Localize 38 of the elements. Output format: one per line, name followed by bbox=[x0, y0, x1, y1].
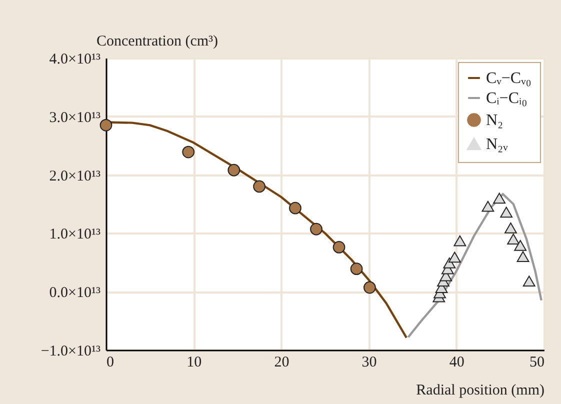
point bbox=[332, 241, 346, 254]
point bbox=[350, 262, 363, 276]
point bbox=[310, 222, 322, 236]
point bbox=[504, 222, 517, 234]
point bbox=[514, 240, 527, 251]
legend-label: Cᵥ−Cᵥ₀ bbox=[486, 70, 532, 87]
point bbox=[507, 234, 520, 244]
legend-label: N₂ bbox=[486, 112, 504, 129]
point bbox=[500, 206, 513, 218]
y-tick-label: 1.0×10¹³ bbox=[49, 226, 101, 243]
point bbox=[363, 281, 376, 294]
x-tick-label: 40 bbox=[449, 354, 464, 370]
x-tick-label: 30 bbox=[362, 354, 377, 370]
point bbox=[100, 118, 112, 132]
point bbox=[454, 235, 466, 246]
point bbox=[253, 180, 266, 193]
point bbox=[482, 200, 494, 212]
point bbox=[516, 251, 530, 262]
x-tick-label: 20 bbox=[274, 354, 290, 370]
line-series bbox=[407, 192, 542, 338]
legend-label: Cᵢ−Cᵢ₀ bbox=[486, 90, 528, 107]
point bbox=[493, 192, 506, 204]
legend-label: N₂ᵥ bbox=[486, 136, 508, 153]
x-tick-label: 10 bbox=[186, 354, 202, 370]
point bbox=[228, 164, 240, 176]
x-tick-label: 0 bbox=[106, 354, 114, 370]
x-tick-label: 50 bbox=[530, 354, 544, 370]
y-axis-title: Concentration (cm³) bbox=[96, 34, 218, 50]
point bbox=[448, 252, 461, 263]
x-axis-title: Radial position (mm) bbox=[416, 382, 544, 398]
point bbox=[522, 276, 536, 287]
y-tick-label: 0.0×10¹³ bbox=[49, 285, 101, 302]
point bbox=[289, 202, 302, 214]
y-tick-label: 4.0×10¹³ bbox=[49, 52, 101, 68]
y-tick-label: 3.0×10¹³ bbox=[49, 110, 101, 126]
y-tick-label: −1.0×10¹³ bbox=[40, 344, 101, 360]
y-tick-label: 2.0×10¹³ bbox=[49, 168, 101, 184]
point bbox=[182, 146, 195, 158]
